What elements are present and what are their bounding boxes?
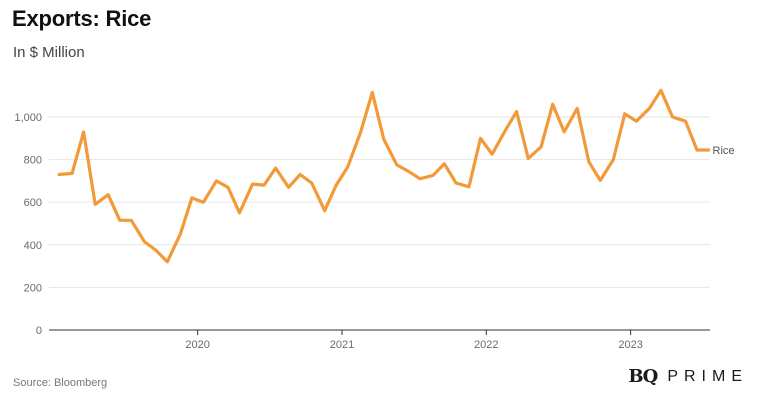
y-tick-label: 1,000 bbox=[14, 112, 42, 124]
series-end-label: Rice bbox=[713, 145, 735, 157]
x-tick-label: 2022 bbox=[474, 339, 498, 351]
y-tick-label: 800 bbox=[24, 155, 42, 167]
x-tick-label: 2021 bbox=[330, 339, 354, 351]
y-tick-label: 400 bbox=[24, 240, 42, 252]
y-axis-ticks: 0 200 400 600 800 1,000 bbox=[14, 112, 42, 337]
series-line-rice bbox=[59, 90, 709, 261]
x-tick-label: 2023 bbox=[618, 339, 642, 351]
source-note: Source: Bloomberg bbox=[13, 377, 107, 389]
y-tick-label: 200 bbox=[24, 282, 42, 294]
y-tick-label: 0 bbox=[36, 325, 42, 337]
logo-wordmark: PRIME bbox=[667, 368, 748, 386]
bq-prime-logo: BQ PRIME bbox=[628, 366, 748, 387]
x-tick-label: 2020 bbox=[185, 339, 209, 351]
logo-mark: BQ bbox=[628, 366, 657, 387]
series-layer bbox=[59, 90, 709, 262]
x-axis-ticks: 2020 2021 2022 2023 bbox=[185, 330, 642, 351]
grid-lines bbox=[49, 117, 710, 287]
annotation-layer: Rice bbox=[713, 145, 735, 157]
y-tick-label: 600 bbox=[24, 197, 42, 209]
